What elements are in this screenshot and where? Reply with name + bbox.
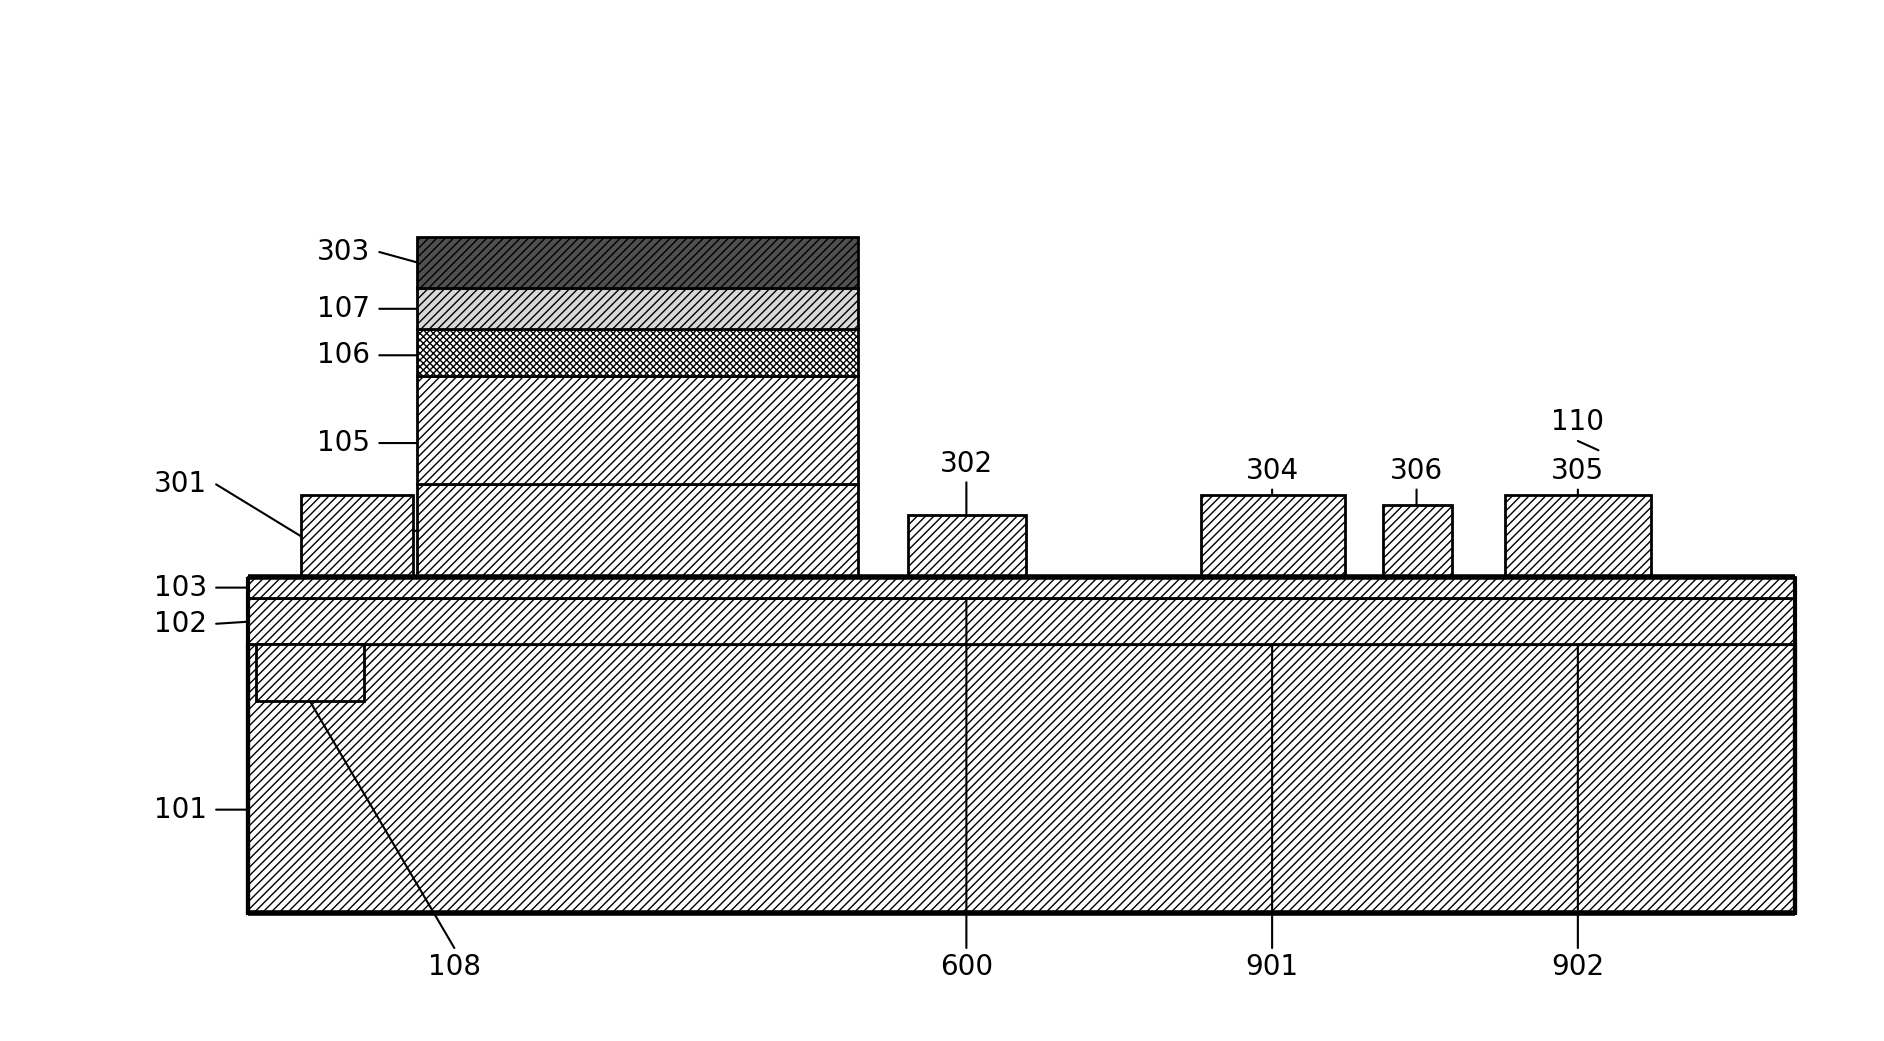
Bar — [301, 494, 413, 578]
Bar — [908, 515, 1027, 578]
Bar — [1200, 494, 1345, 578]
Text: 301: 301 — [154, 471, 207, 499]
Text: 600: 600 — [940, 953, 993, 981]
Bar — [416, 484, 857, 578]
Text: 107: 107 — [317, 295, 369, 323]
Bar — [249, 598, 1795, 644]
Bar — [249, 578, 1795, 598]
Bar — [416, 329, 857, 376]
Text: 102: 102 — [154, 610, 207, 638]
Bar — [1383, 505, 1453, 578]
Text: 302: 302 — [940, 450, 993, 478]
Text: 304: 304 — [1245, 457, 1298, 485]
Text: 106: 106 — [317, 341, 369, 370]
Text: 108: 108 — [428, 953, 480, 981]
Text: 306: 306 — [1390, 457, 1443, 485]
Text: 305: 305 — [1551, 457, 1605, 485]
Bar — [249, 644, 1795, 913]
Text: 303: 303 — [317, 238, 369, 266]
Text: 901: 901 — [1245, 953, 1298, 981]
Text: 103: 103 — [154, 574, 207, 602]
Bar — [416, 376, 857, 484]
Text: 110: 110 — [1551, 408, 1605, 436]
Bar — [256, 644, 364, 702]
Text: 101: 101 — [154, 795, 207, 823]
Bar — [1505, 494, 1650, 578]
Text: 902: 902 — [1551, 953, 1605, 981]
Text: 104: 104 — [317, 516, 369, 544]
Text: 105: 105 — [317, 429, 369, 457]
Bar — [416, 236, 857, 288]
Bar — [416, 288, 857, 329]
